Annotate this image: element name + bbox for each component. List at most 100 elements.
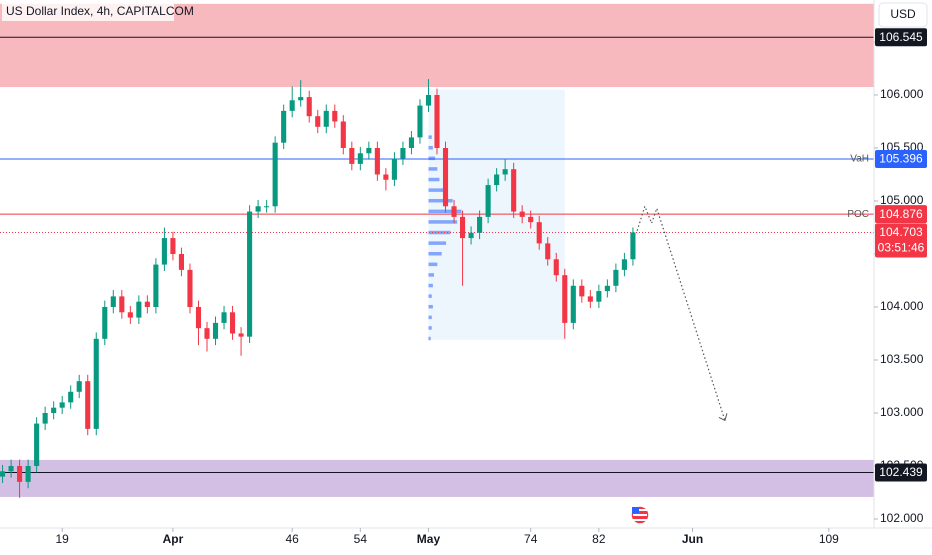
price-zone <box>0 459 874 497</box>
currency-label[interactable]: USD <box>890 7 916 21</box>
candle-body <box>451 206 457 217</box>
candle-body <box>630 232 636 260</box>
candle-body <box>93 338 99 429</box>
candle-body <box>366 147 372 154</box>
chart-title: US Dollar Index, 4h, CAPITALCOM <box>6 4 194 18</box>
profile-bar <box>428 304 433 309</box>
candle-body <box>536 222 542 244</box>
y-tick-label: 102.000 <box>880 511 924 525</box>
flag-stripe <box>633 519 647 521</box>
candle-body <box>170 238 176 254</box>
candle-body <box>349 147 355 164</box>
candle-body <box>374 147 380 175</box>
profile-bar <box>428 177 440 182</box>
profile-bar <box>428 230 451 235</box>
candle-body <box>545 243 551 260</box>
candle-body <box>17 465 23 482</box>
candle-body <box>102 306 108 339</box>
projection-path <box>636 204 726 421</box>
profile-bar <box>428 188 444 192</box>
x-tick-label: Jun <box>682 532 703 546</box>
candle-body <box>281 110 287 143</box>
last-price-label: 104.703 <box>879 225 923 239</box>
candle-body <box>340 121 346 148</box>
level-label-box <box>875 28 927 47</box>
axes: 102.000102.500103.000103.500104.000104.5… <box>56 34 924 546</box>
profile-bar <box>428 326 432 330</box>
candle-body <box>315 116 321 127</box>
y-tick-label: 103.500 <box>880 352 924 366</box>
profile-range <box>428 89 565 340</box>
level-name: VaH <box>850 154 869 165</box>
candle-body <box>298 97 304 101</box>
level-label: 104.876 <box>879 207 923 221</box>
candle-body <box>195 306 202 329</box>
candle-body <box>153 264 159 307</box>
candle-body <box>596 291 602 302</box>
candle-body <box>221 312 227 323</box>
candle-body <box>247 211 253 337</box>
flag-stripe <box>633 514 647 516</box>
candle-body <box>604 285 610 292</box>
flag-stripe <box>633 509 647 511</box>
candle-body <box>442 147 449 207</box>
x-tick-label: 74 <box>524 532 538 546</box>
level-name: POC <box>847 209 869 220</box>
candle-body <box>204 328 210 339</box>
candle-body <box>425 94 432 106</box>
price-axis <box>874 0 932 550</box>
candle-body <box>212 322 219 339</box>
profile-bar <box>428 167 438 171</box>
candle-body <box>434 94 440 148</box>
x-tick-label: 54 <box>354 532 368 546</box>
candle-body <box>178 253 184 270</box>
candle-body <box>306 97 312 117</box>
candle-body <box>161 238 167 265</box>
level-label-box <box>875 150 927 169</box>
candle-body <box>570 285 576 323</box>
profile-bar <box>428 283 433 288</box>
candle-body <box>332 110 338 122</box>
currency-button[interactable] <box>878 2 928 28</box>
candle-body <box>76 381 82 392</box>
candle-body <box>391 158 397 180</box>
candle-body <box>136 301 142 318</box>
candle-body <box>127 312 133 318</box>
x-tick-label: 46 <box>286 532 300 546</box>
candle-body <box>264 206 270 208</box>
candle-body <box>8 465 14 472</box>
projection-arrowhead <box>718 413 728 422</box>
profile-bar <box>428 315 432 320</box>
candle-body <box>468 232 474 239</box>
candle-body <box>528 216 534 223</box>
candle-body <box>110 296 116 307</box>
candle-body <box>59 402 65 408</box>
candle-body <box>144 301 150 307</box>
profile-bar <box>428 294 432 298</box>
candle-body <box>417 105 423 138</box>
candle-body <box>357 153 363 164</box>
candle-body <box>562 275 568 323</box>
candle-body <box>51 407 57 413</box>
candle-body <box>621 259 627 270</box>
candle-body <box>25 465 31 482</box>
level-label: 105.396 <box>879 152 923 166</box>
candle-body <box>42 412 48 424</box>
candle-body <box>272 142 278 207</box>
y-tick-label: 106.000 <box>880 87 924 101</box>
candle-body <box>187 269 193 307</box>
x-tick-label: 109 <box>819 532 839 546</box>
candle-body <box>613 269 619 286</box>
profile-bar <box>428 273 434 277</box>
profile-bar <box>428 241 447 245</box>
candle-body <box>0 471 6 477</box>
flag-canton <box>632 507 639 513</box>
candle-body <box>400 147 406 159</box>
level-label-box <box>875 205 927 224</box>
candle-body <box>485 185 491 217</box>
profile-bar <box>428 198 453 203</box>
event-flag[interactable] <box>630 505 650 525</box>
candle-body <box>119 296 125 313</box>
y-tick-label: 103.000 <box>880 405 924 419</box>
candle-body <box>323 110 329 127</box>
